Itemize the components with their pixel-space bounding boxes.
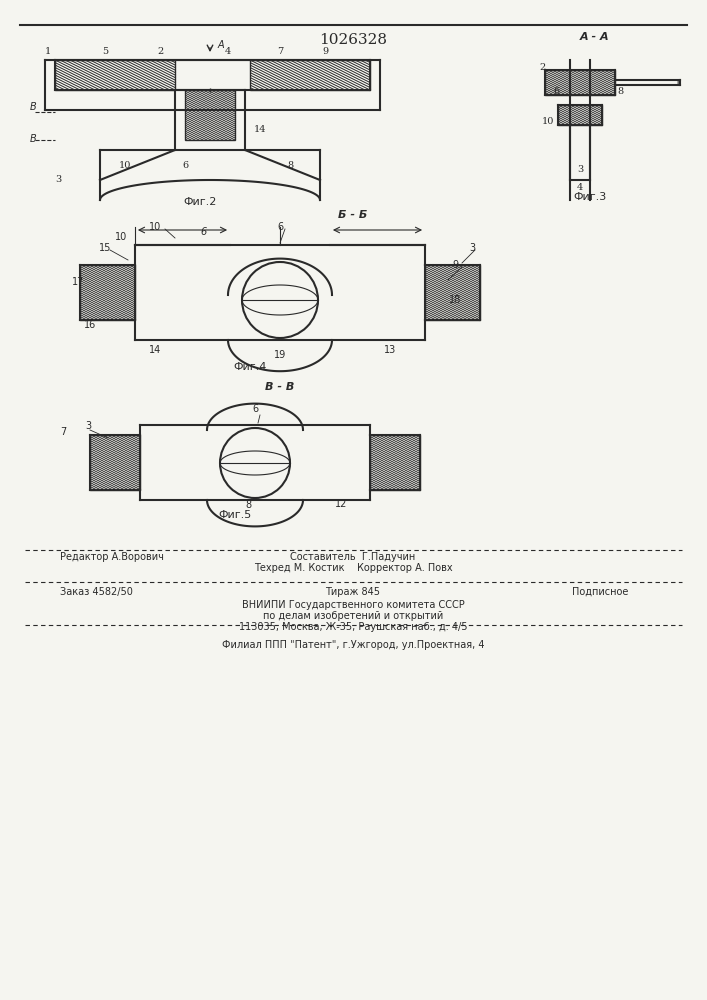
Text: 5: 5	[102, 47, 108, 56]
Text: 1: 1	[675, 79, 681, 88]
Bar	[425, 265, 480, 320]
Text: Филиал ППП "Патент", г.Ужгород, ул.Проектная, 4: Филиал ППП "Патент", г.Ужгород, ул.Проек…	[222, 640, 484, 650]
Text: А - А: А - А	[580, 32, 610, 42]
Text: 9: 9	[322, 47, 328, 56]
Text: 3: 3	[85, 421, 91, 431]
Text: 1026328: 1026328	[319, 33, 387, 47]
Text: 12: 12	[335, 499, 347, 509]
Text: B: B	[30, 134, 37, 144]
Text: Заказ 4582/50: Заказ 4582/50	[60, 587, 133, 597]
Bar	[370, 435, 420, 490]
Text: 16: 16	[84, 320, 96, 330]
Text: 18: 18	[449, 295, 461, 305]
Text: по делам изобретений и открытий: по делам изобретений и открытий	[263, 611, 443, 621]
Bar	[90, 435, 140, 490]
Text: 10: 10	[149, 222, 161, 232]
Text: ВНИИПИ Государственного комитета СССР: ВНИИПИ Государственного комитета СССР	[242, 600, 464, 610]
Text: A: A	[218, 40, 225, 50]
Bar	[80, 265, 135, 320]
Text: 6: 6	[277, 222, 283, 232]
Text: Редактор А.Ворович: Редактор А.Ворович	[60, 552, 164, 562]
Text: 10: 10	[115, 232, 127, 242]
Text: Фиг.3: Фиг.3	[573, 192, 607, 202]
Text: 10: 10	[119, 160, 132, 169]
Text: 3: 3	[577, 165, 583, 174]
Text: 6: 6	[200, 227, 206, 237]
Bar	[185, 90, 235, 140]
Text: 7: 7	[60, 427, 66, 437]
Text: 8: 8	[617, 88, 623, 97]
Text: 3: 3	[469, 243, 475, 253]
Text: 4: 4	[577, 184, 583, 192]
Text: 8: 8	[245, 500, 251, 510]
Text: 6: 6	[252, 404, 258, 414]
Text: 9: 9	[452, 260, 458, 270]
Text: 4: 4	[225, 47, 231, 56]
Bar	[545, 70, 615, 95]
Text: B: B	[30, 102, 37, 112]
Text: Тираж 845: Тираж 845	[325, 587, 380, 597]
Text: 7: 7	[277, 47, 283, 56]
Text: 6: 6	[553, 88, 559, 97]
Bar	[250, 60, 370, 90]
Text: 14: 14	[254, 125, 267, 134]
Text: 10: 10	[542, 117, 554, 126]
Text: 17: 17	[72, 277, 84, 287]
Text: 3: 3	[55, 176, 61, 184]
Text: Фиг.2: Фиг.2	[183, 197, 216, 207]
Text: Техред М. Костик    Корректор А. Повх: Техред М. Костик Корректор А. Повх	[254, 563, 452, 573]
Text: 15: 15	[99, 243, 111, 253]
Text: Фиг.4: Фиг.4	[233, 362, 267, 372]
Text: В - В: В - В	[265, 382, 295, 392]
Text: 2: 2	[157, 47, 163, 56]
Bar	[55, 60, 175, 90]
Text: 19: 19	[274, 350, 286, 360]
Text: 13: 13	[384, 345, 396, 355]
Text: 8: 8	[287, 160, 293, 169]
Text: 1: 1	[45, 47, 51, 56]
Text: 113035, Москва, Ж-35, Раушская наб., д. 4/5: 113035, Москва, Ж-35, Раушская наб., д. …	[239, 622, 467, 632]
Text: Фиг.5: Фиг.5	[218, 510, 252, 520]
Text: Подписное: Подписное	[572, 587, 629, 597]
Text: 14: 14	[149, 345, 161, 355]
Text: 2: 2	[540, 62, 546, 72]
Text: Составитель  Г.Падучин: Составитель Г.Падучин	[291, 552, 416, 562]
Text: 6: 6	[182, 160, 188, 169]
Bar	[558, 105, 602, 125]
Text: Б - Б: Б - Б	[339, 210, 368, 220]
